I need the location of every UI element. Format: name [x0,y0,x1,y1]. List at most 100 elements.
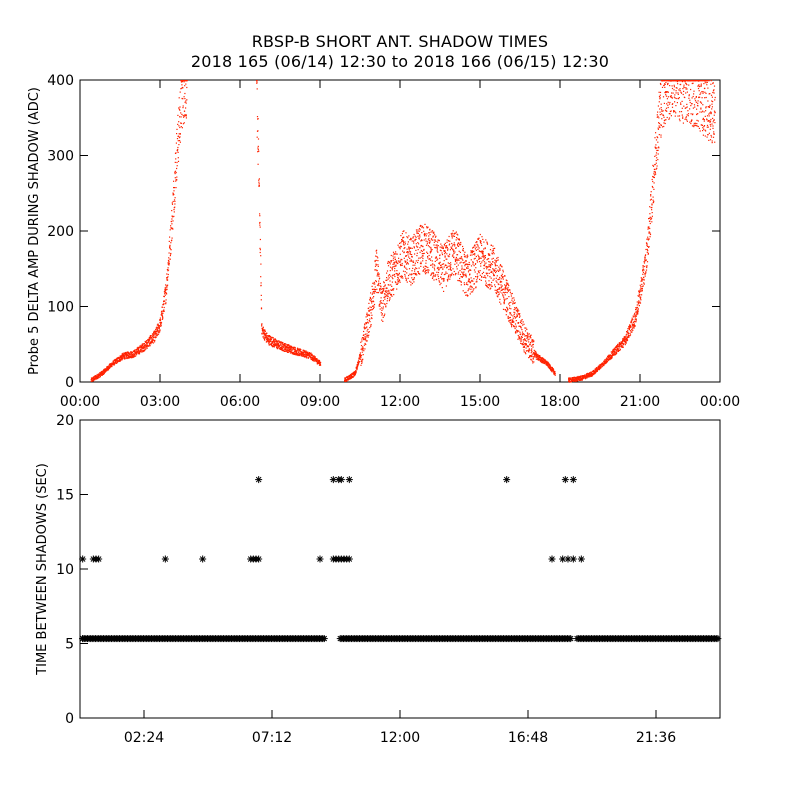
data-point [679,119,680,120]
data-point [430,260,431,261]
data-point [411,261,412,262]
data-point [488,258,489,259]
data-point [666,108,667,109]
data-point [447,247,448,248]
data-point [650,234,651,235]
data-point [627,328,628,329]
data-point [659,134,660,135]
data-point [439,282,440,283]
data-point [516,314,517,315]
data-point [458,243,459,244]
data-point [386,277,387,278]
data-point [469,279,470,280]
data-point [447,239,448,240]
data-point [167,269,168,270]
data-point [320,362,321,363]
data-point [685,81,686,82]
data-point [395,282,396,283]
data-point [645,273,646,274]
data-point [702,127,703,128]
data-point [99,377,100,378]
data-point [666,103,667,104]
data-point [357,366,358,367]
data-point [693,108,694,109]
data-point [499,277,500,278]
data-point [623,343,624,344]
data-point [529,350,530,351]
data-point [378,292,379,293]
data-point [426,241,427,242]
data-point [485,281,486,282]
data-point [706,106,707,107]
data-point [417,236,418,237]
data-point [714,142,715,143]
data-point [514,314,515,315]
data-point [663,96,664,97]
data-point [313,355,314,356]
data-point [159,325,160,326]
data-point [395,253,396,254]
data-point [525,330,526,331]
data-point [433,232,434,233]
data-point [434,239,435,240]
data-point [668,107,669,108]
data-point [367,340,368,341]
data-point [370,309,371,310]
data-point [435,247,436,248]
data-point [656,150,657,151]
data-point [467,255,468,256]
data-point [370,292,371,293]
data-point [485,255,486,256]
y-tick-label: 10 [56,562,74,578]
data-point [660,112,661,113]
data-point [500,284,501,285]
data-point [415,263,416,264]
data-point [487,244,488,245]
data-point [667,91,668,92]
data-point [439,284,440,285]
data-point [402,251,403,252]
data-point [689,100,690,101]
data-point [527,333,528,334]
data-point [364,345,365,346]
data-point [704,97,705,98]
data-point [511,314,512,315]
data-point [659,123,660,124]
data-point [615,352,616,353]
data-point [496,271,497,272]
data-point [385,294,386,295]
data-point [673,111,674,112]
data-point [366,316,367,317]
x-tick-label: 21:00 [620,394,660,410]
data-point [442,254,443,255]
data-point [685,87,686,88]
data-point [175,158,176,159]
data-point [469,264,470,265]
data-point [285,344,286,345]
data-point [424,235,425,236]
data-point [702,93,703,94]
data-point [480,266,481,267]
data-point [665,94,666,95]
data-point [454,242,455,243]
data-point [475,286,476,287]
data-point [631,331,632,332]
data-point [164,296,165,297]
data-point [180,133,181,134]
data-point [447,250,448,251]
data-point [510,317,511,318]
data-point [263,327,264,328]
data-point [533,358,534,359]
data-point [413,281,414,282]
data-point [447,267,448,268]
data-point [582,380,583,381]
data-point [361,345,362,346]
data-point [677,116,678,117]
data-point [470,270,471,271]
data-point [259,178,260,179]
data-point [495,286,496,287]
data-point [123,354,124,355]
data-point [711,80,712,81]
data-point [387,288,388,289]
data-point [507,290,508,291]
